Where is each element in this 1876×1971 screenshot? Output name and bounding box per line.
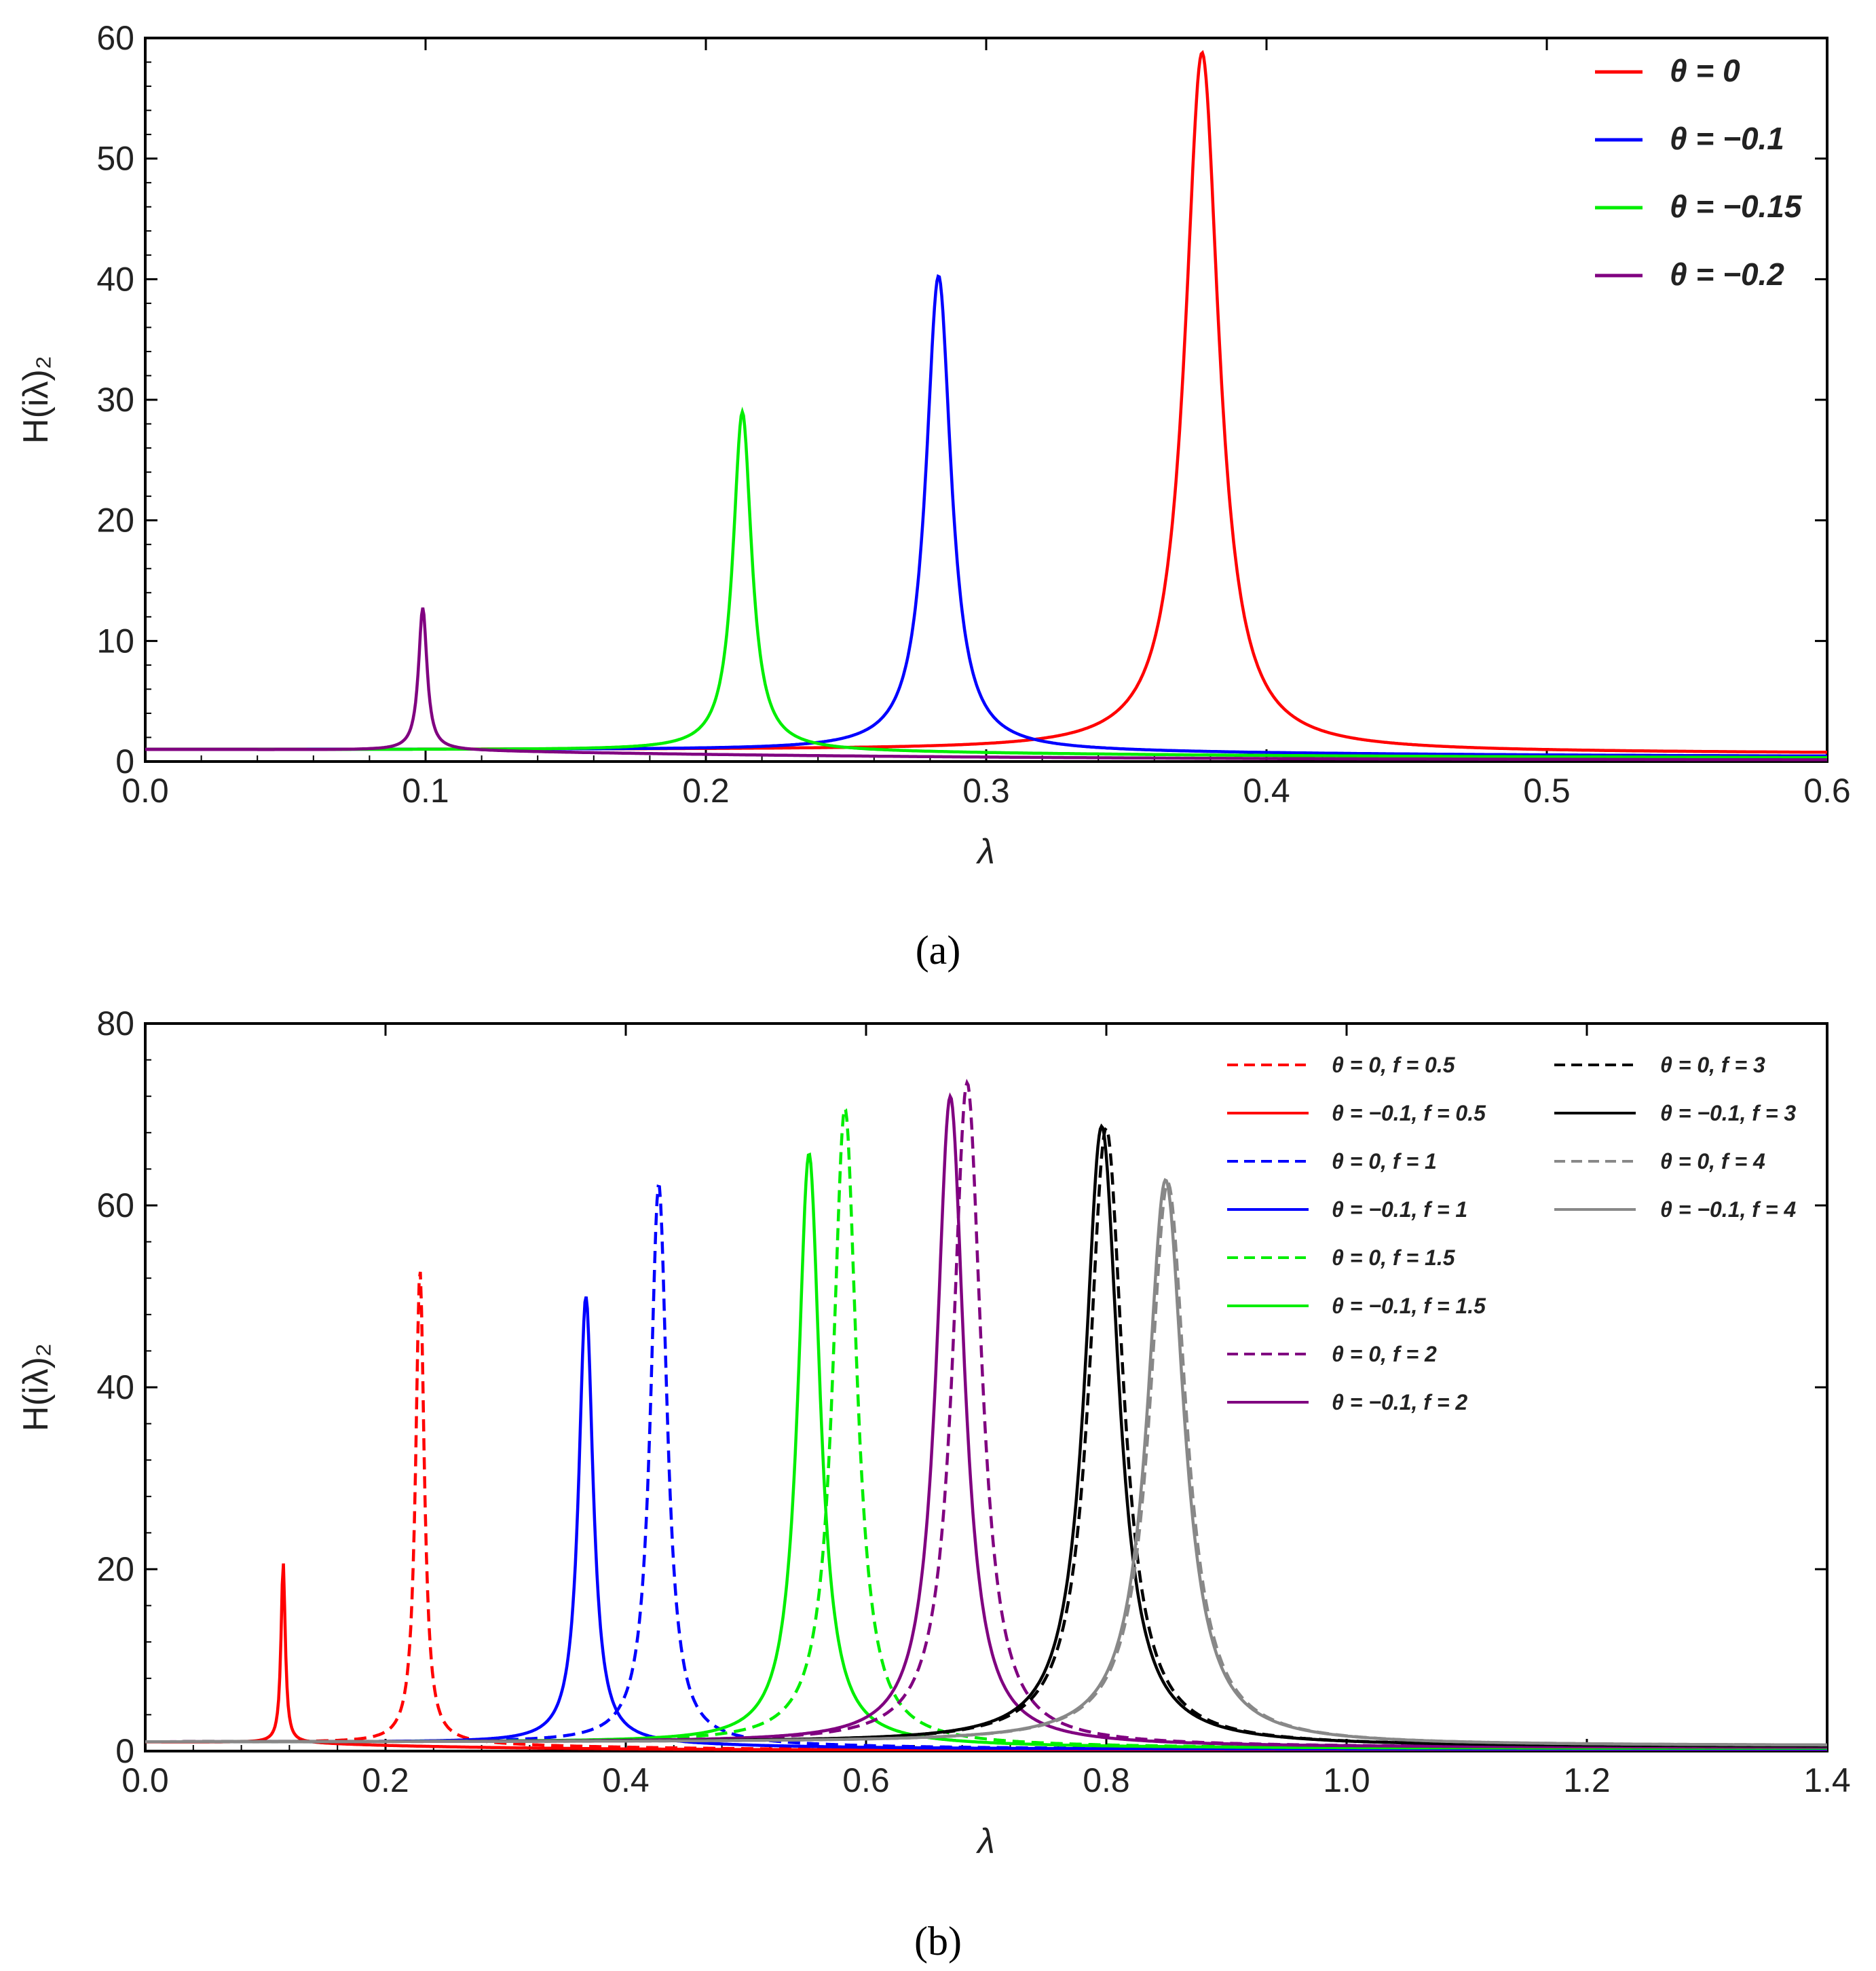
legend-label: θ = 0, f = 2 xyxy=(1332,1342,1437,1366)
x-tick-label: 0.4 xyxy=(602,1761,650,1799)
legend-label: θ = 0 xyxy=(1670,53,1740,88)
series-line xyxy=(145,1125,1827,1748)
plot-frame xyxy=(144,37,1828,763)
y-tick-label: 40 xyxy=(96,260,134,298)
y-axis-label: H(iλ)₂ xyxy=(16,356,56,444)
panel-b-caption: (b) xyxy=(914,1919,962,1964)
series-line xyxy=(145,1178,1827,1747)
x-tick-label: 0.5 xyxy=(1523,772,1571,810)
legend-label: θ = 0, f = 4 xyxy=(1660,1149,1765,1174)
y-tick-label: 20 xyxy=(96,502,134,540)
y-tick-label: 10 xyxy=(96,622,134,660)
legend-label: θ = −0.1, f = 4 xyxy=(1660,1197,1796,1222)
x-tick-label: 0.6 xyxy=(842,1761,890,1799)
x-axis-label: λ xyxy=(975,1822,995,1861)
panel-b-chart: 0.0 0.2 0.4 0.6 0.8 1.0 1.2 1.4 0 20 40 60 80 λ H(iλ)₂… xyxy=(16,1005,1851,1861)
series-line xyxy=(145,1123,1827,1748)
x-tick-label: 0.2 xyxy=(362,1761,409,1799)
x-tick-label: 0.2 xyxy=(682,772,730,810)
legend-label: θ = 0, f = 3 xyxy=(1660,1053,1765,1077)
y-tick-label: 50 xyxy=(96,140,134,178)
y-tick-label: 80 xyxy=(96,1005,134,1043)
x-tick-label: 0.1 xyxy=(402,772,449,810)
panel-a-caption: (a) xyxy=(916,928,961,973)
x-tick-label: 1.0 xyxy=(1323,1761,1370,1799)
series-line xyxy=(145,1296,1827,1751)
y-tick-label: 0 xyxy=(115,1732,134,1770)
y-tick-label: 40 xyxy=(96,1368,134,1406)
y-tick-label: 60 xyxy=(96,1186,134,1224)
series-line xyxy=(145,1078,1827,1749)
x-tick-label: 0.0 xyxy=(121,772,169,810)
y-tick-label: 30 xyxy=(96,381,134,419)
panel-a-chart: 0.0 0.1 0.2 0.3 0.4 0.5 0.6 0 10 20 30 40 50 60 λ H(iλ)… xyxy=(16,19,1851,871)
x-tick-label: 1.2 xyxy=(1563,1761,1611,1799)
y-tick-label: 0 xyxy=(115,743,134,781)
legend-label: θ = 0, f = 0.5 xyxy=(1332,1053,1456,1077)
plot-frame xyxy=(144,1022,1828,1752)
y-axis-label: H(iλ)₂ xyxy=(16,1343,56,1431)
legend-label: θ = −0.15 xyxy=(1670,189,1803,224)
series-line xyxy=(145,607,1827,762)
x-tick-label: 0.6 xyxy=(1803,772,1851,810)
x-tick-label: 0.8 xyxy=(1083,1761,1130,1799)
y-tick-label: 20 xyxy=(96,1550,134,1588)
x-tick-label: 1.4 xyxy=(1803,1761,1851,1799)
legend-label: θ = −0.1, f = 3 xyxy=(1660,1101,1796,1125)
x-tick-label: 0.3 xyxy=(962,772,1010,810)
legend-label: θ = −0.1, f = 2 xyxy=(1332,1390,1467,1414)
legend-label: θ = −0.1 xyxy=(1670,121,1784,156)
legend-label: θ = −0.2 xyxy=(1670,257,1784,292)
x-axis-label: λ xyxy=(975,832,995,871)
legend-label: θ = 0, f = 1.5 xyxy=(1332,1245,1456,1270)
legend-label: θ = −0.1, f = 1.5 xyxy=(1332,1294,1486,1318)
y-tick-label: 60 xyxy=(96,19,134,57)
x-tick-label: 0.4 xyxy=(1243,772,1290,810)
x-tick-label: 0.0 xyxy=(121,1761,169,1799)
series-line xyxy=(145,407,1827,759)
series-line xyxy=(145,274,1827,758)
series-line xyxy=(145,50,1827,754)
legend-label: θ = 0, f = 1 xyxy=(1332,1149,1437,1174)
legend-label: θ = −0.1, f = 0.5 xyxy=(1332,1101,1486,1125)
series-line xyxy=(145,1271,1827,1751)
legend-label: θ = −0.1, f = 1 xyxy=(1332,1197,1467,1222)
